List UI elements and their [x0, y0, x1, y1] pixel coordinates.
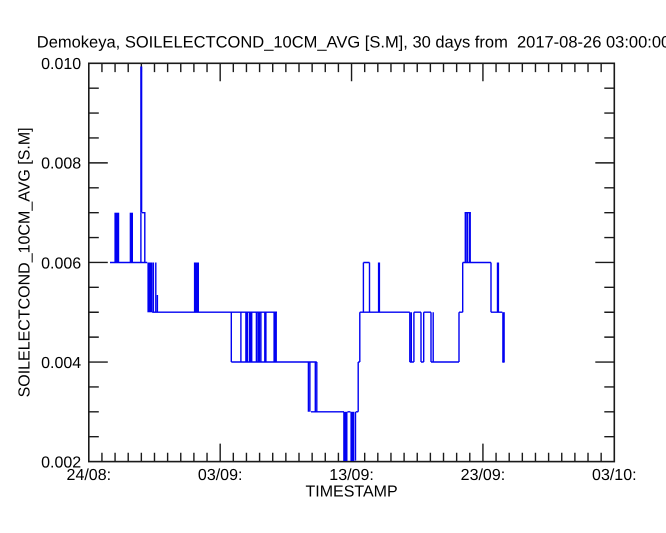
svg-text:0.004: 0.004	[41, 355, 81, 372]
svg-text:0.010: 0.010	[41, 56, 81, 73]
svg-text:03/09:: 03/09:	[198, 467, 242, 484]
svg-text:0.006: 0.006	[41, 255, 81, 272]
svg-text:0.008: 0.008	[41, 156, 81, 173]
svg-text:SOILELECTCOND_10CM_AVG [S.M]: SOILELECTCOND_10CM_AVG [S.M]	[16, 127, 33, 397]
svg-text:03/10:: 03/10:	[592, 467, 636, 484]
svg-text:Demokeya, SOILELECTCOND_10CM_A: Demokeya, SOILELECTCOND_10CM_AVG [S.M], …	[37, 33, 666, 51]
svg-text:24/08:: 24/08:	[67, 467, 111, 484]
svg-text:TIMESTAMP: TIMESTAMP	[305, 484, 397, 501]
svg-text:0.002: 0.002	[41, 454, 81, 471]
svg-text:23/09:: 23/09:	[461, 467, 505, 484]
svg-text:13/09:: 13/09:	[329, 467, 373, 484]
